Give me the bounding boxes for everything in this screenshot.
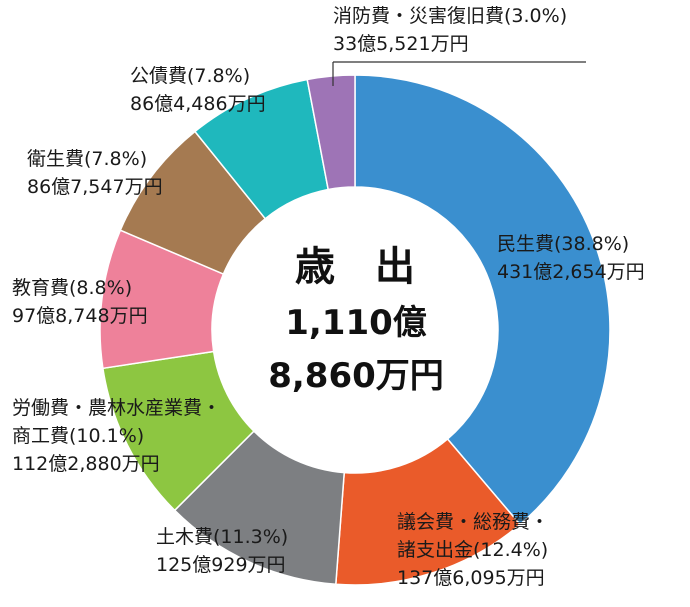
slice-2-label-name: 議会費・総務費・ <box>397 511 549 533</box>
slice-6-label-amount: 86億7,547万円 <box>27 176 163 198</box>
slice-4-label-amount: 112億2,880万円 <box>12 453 160 475</box>
slice-2-name: 議会費・総務費・ <box>397 511 549 533</box>
slice-5-label-amount: 97億8,748万円 <box>12 305 148 327</box>
slice-8-amount: 33億5,521万円 <box>333 33 469 55</box>
donut-slices <box>99 74 611 586</box>
slice-4-label-name-percent: 商工費(10.1%) <box>12 425 144 447</box>
donut-slice-1 <box>354 74 611 526</box>
slice-5-name: 教育費 <box>12 277 69 299</box>
slice-labels: 民生費(38.8%) 431億2,654万円議会費・総務費・諸支出金(12.4%)… <box>12 5 645 589</box>
slice-3-percent-label: (11.3%) <box>213 526 288 548</box>
slice-4-name: 労働費・農林水産業費・ <box>12 397 221 419</box>
slice-5-amount: 97億8,748万円 <box>12 305 148 327</box>
slice-7-label-amount: 86億4,486万円 <box>130 93 266 115</box>
slice-8-label-amount: 33億5,521万円 <box>333 33 469 55</box>
slice-1-label-name-percent: 民生費(38.8%) <box>497 233 629 255</box>
center-total-oku: 1,110億 <box>285 303 427 343</box>
slice-6-label-name-percent: 衛生費(7.8%) <box>27 148 147 170</box>
slice-1-label-amount: 431億2,654万円 <box>497 261 645 283</box>
slice-4-name2: 商工費 <box>12 425 69 447</box>
slice-3-label-name-percent: 土木費(11.3%) <box>156 526 288 548</box>
slice-4-amount: 112億2,880万円 <box>12 453 160 475</box>
slice-3-name: 土木費 <box>156 526 213 548</box>
slice-6-percent-label: (7.8%) <box>84 148 147 170</box>
slice-2-label-name-percent: 諸支出金(12.4%) <box>397 539 548 561</box>
slice-1-amount: 431億2,654万円 <box>497 261 645 283</box>
slice-7-percent-label: (7.8%) <box>187 65 250 87</box>
slice-4-percent-label: (10.1%) <box>69 425 144 447</box>
slice-2-name2: 諸支出金 <box>397 539 473 561</box>
slice-8-label-name-percent: 消防費・災害復旧費(3.0%) <box>333 5 567 27</box>
slice-6-name: 衛生費 <box>27 148 84 170</box>
slice-2-label-amount: 137億6,095万円 <box>397 567 545 589</box>
slice-6-amount: 86億7,547万円 <box>27 176 163 198</box>
slice-5-label-name-percent: 教育費(8.8%) <box>12 277 132 299</box>
slice-7-name: 公債費 <box>130 65 187 87</box>
slice-1-name: 民生費 <box>497 233 554 255</box>
slice-2-amount: 137億6,095万円 <box>397 567 545 589</box>
slice-7-label-name-percent: 公債費(7.8%) <box>130 65 250 87</box>
center-total-man: 8,860万円 <box>268 356 444 396</box>
slice-5-percent-label: (8.8%) <box>69 277 132 299</box>
slice-1-percent-label: (38.8%) <box>554 233 629 255</box>
center-title: 歳 出 <box>295 244 415 290</box>
slice-8-name: 消防費・災害復旧費 <box>333 5 504 27</box>
slice-3-amount: 125億929万円 <box>156 554 286 576</box>
slice-2-percent-label: (12.4%) <box>473 539 548 561</box>
donut-slice-8 <box>306 74 356 191</box>
slice-3-label-amount: 125億929万円 <box>156 554 286 576</box>
slice-8-percent-label: (3.0%) <box>504 5 567 27</box>
slice-7-amount: 86億4,486万円 <box>130 93 266 115</box>
slice-4-label-name: 労働費・農林水産業費・ <box>12 397 221 419</box>
